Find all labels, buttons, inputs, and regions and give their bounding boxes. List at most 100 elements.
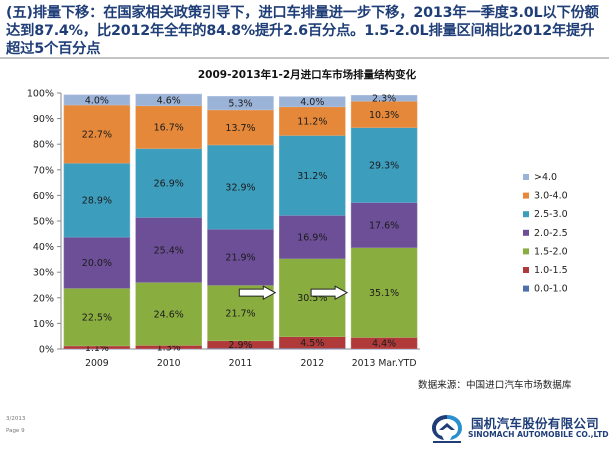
bar-segment <box>63 236 131 289</box>
bar-segment <box>207 96 274 111</box>
bar-segment <box>135 282 202 346</box>
data-label: 16.7% <box>154 123 184 134</box>
data-label: 26.9% <box>154 178 184 189</box>
header-divider <box>0 57 609 59</box>
bar-segment <box>350 100 418 128</box>
data-label: 16.9% <box>297 233 327 244</box>
legend-label: 0.0-1.0 <box>534 284 568 295</box>
y-tick-label: 80% <box>33 140 54 151</box>
data-label: 22.7% <box>82 130 112 141</box>
data-label: 4.6% <box>157 95 181 106</box>
legend-swatch <box>523 192 529 199</box>
data-label: 2.3% <box>372 94 396 105</box>
chart-bars: 1.1% 22.5% 20.0% 28.9% 22.7% 4.0% 1.3% 24.6% 25.… <box>63 93 418 354</box>
y-tick-label: 100% <box>27 89 54 100</box>
data-label: 21.7% <box>225 309 255 320</box>
y-tick-label: 40% <box>33 242 54 253</box>
chart-axes: 0% 10% 20% 30% 40% 50% 60% 70% 80% 90% 100% 2009 201… <box>27 89 420 369</box>
x-tick-label: 2013 Mar.YTD <box>352 358 417 369</box>
legend-label: 3.0-4.0 <box>534 191 568 202</box>
headline-text: (五)排量下移：在国家相关政策引导下，进口车排量进一步下移，2013年一季度3.… <box>6 5 599 57</box>
y-tick-label: 0% <box>39 345 54 356</box>
data-label: 21.9% <box>225 253 255 264</box>
bar-segment <box>279 96 346 108</box>
trend-arrows <box>238 285 349 301</box>
legend-swatch <box>523 229 529 236</box>
bar-segment <box>135 217 202 283</box>
x-tick-label: 2011 <box>229 358 253 369</box>
data-label: 29.3% <box>369 161 399 172</box>
bar-segment <box>350 202 418 248</box>
legend-swatch <box>523 248 529 255</box>
data-label: 28.9% <box>82 196 112 207</box>
data-label: 25.4% <box>154 245 184 256</box>
company-name-en: SINOMACH AUTOMOBILE CO.,LTD <box>468 430 609 439</box>
y-tick-label: 30% <box>33 268 54 279</box>
y-tick-label: 50% <box>33 217 54 228</box>
data-label: 35.1% <box>369 288 399 299</box>
data-label: 31.2% <box>297 171 327 182</box>
data-label: 1.1% <box>85 343 109 354</box>
data-label: 4.0% <box>300 97 324 108</box>
x-tick-label: 2012 <box>300 358 324 369</box>
data-label: 13.7% <box>225 123 255 134</box>
company-logo-icon <box>432 415 462 443</box>
bar-segment <box>279 135 346 216</box>
trend-arrow-icon <box>238 285 277 301</box>
bar-segment <box>279 215 346 259</box>
bar-segment <box>279 106 346 136</box>
chart-legend: >4.0 3.0-4.0 2.5-3.0 2.0-2.5 1.5-2.0 1.0-1.5 0… <box>523 172 568 295</box>
footer-date: 3/2013 <box>6 416 26 422</box>
bar-segment <box>350 127 418 203</box>
legend-swatch <box>523 211 529 218</box>
stacked-bar-chart: 2009-2013年1-2月进口车市场排量结构变化 0% 10% 20% 30% 40%… <box>27 68 568 369</box>
y-tick-label: 70% <box>33 165 54 176</box>
y-tick-label: 10% <box>33 319 54 330</box>
bar-segment <box>207 228 274 286</box>
legend-label: 1.0-1.5 <box>534 265 568 276</box>
bar-segment <box>63 288 131 347</box>
bar-segment <box>63 94 131 106</box>
source-note: 数据来源：中国进口汽车市场数据库 <box>418 380 572 391</box>
data-label: 4.5% <box>300 338 324 349</box>
company-name-cn: 国机汽车股份有限公司 <box>471 416 600 431</box>
legend-label: 2.5-3.0 <box>534 209 568 220</box>
x-tick-label: 2009 <box>85 358 109 369</box>
data-label: 1.3% <box>157 343 181 354</box>
legend-swatch <box>523 267 529 273</box>
y-tick-label: 90% <box>33 114 54 125</box>
bar-segment <box>279 258 346 337</box>
legend-swatch <box>523 174 529 180</box>
data-label: 4.0% <box>85 95 109 106</box>
bar-segment <box>63 104 131 164</box>
y-tick-label: 60% <box>33 191 54 202</box>
data-label: 32.9% <box>225 183 255 194</box>
data-label: 20.0% <box>82 258 112 269</box>
y-tick-label: 20% <box>33 293 54 304</box>
chart-title: 2009-2013年1-2月进口车市场排量结构变化 <box>198 68 417 81</box>
footer-page-number: Page 9 <box>6 428 25 434</box>
legend-label: 2.0-2.5 <box>534 228 568 239</box>
trend-arrow-icon <box>310 285 349 301</box>
data-label: 5.3% <box>228 99 252 110</box>
bar-segment <box>135 93 202 107</box>
x-tick-label: 2010 <box>157 358 181 369</box>
data-label: 30.5% <box>297 293 327 304</box>
bar-segment <box>63 162 131 238</box>
bar-segment <box>207 144 274 230</box>
data-label: 17.6% <box>369 221 399 232</box>
bar-segment <box>207 109 274 146</box>
data-label: 10.3% <box>369 110 399 121</box>
data-label: 24.6% <box>154 309 184 320</box>
data-label: 4.4% <box>372 339 396 350</box>
bar-segment <box>350 95 418 102</box>
legend-label: >4.0 <box>534 172 557 183</box>
legend-label: 1.5-2.0 <box>534 246 568 257</box>
data-label: 11.2% <box>297 117 327 128</box>
bar-segment <box>135 105 202 149</box>
bar-segment <box>135 148 202 218</box>
data-label: 22.5% <box>82 313 112 324</box>
legend-swatch <box>523 285 529 292</box>
bar-segment <box>350 247 418 338</box>
data-label: 2.9% <box>228 340 252 351</box>
